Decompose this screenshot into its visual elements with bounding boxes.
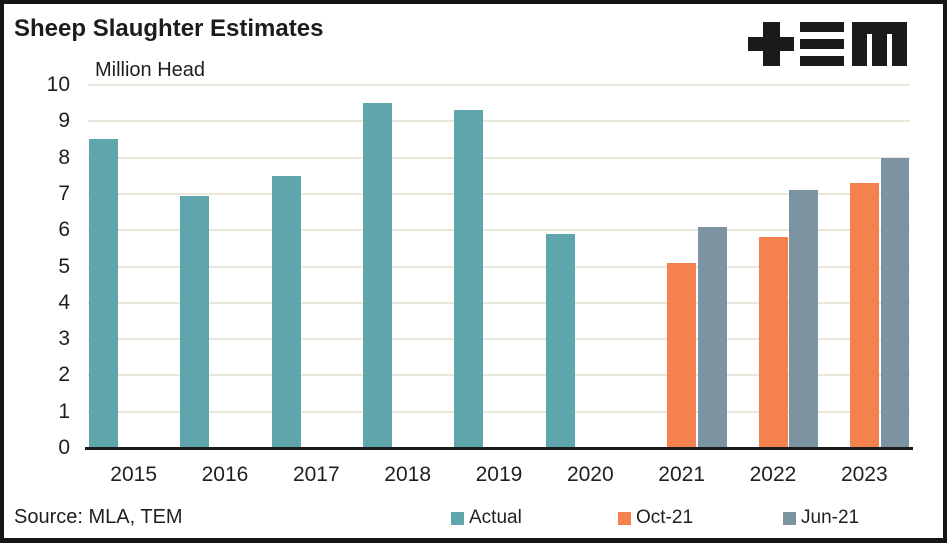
bar-actual-2016 — [180, 195, 210, 448]
gridline-9 — [88, 120, 910, 123]
x-tick-label-2020: 2020 — [566, 463, 614, 486]
bar-oct-21-2022 — [758, 237, 788, 448]
legend-label-oct-21: Oct-21 — [636, 507, 694, 528]
plot-area — [85, 84, 913, 450]
legend-swatch-actual — [451, 511, 464, 525]
x-tick-label-2015: 2015 — [110, 463, 158, 486]
x-tick-label-2022: 2022 — [749, 463, 797, 486]
legend-label-jun-21: Jun-21 — [801, 507, 860, 528]
legend: Actual Oct-21 Jun-21 — [0, 506, 947, 530]
x-axis-line — [85, 447, 913, 450]
y-tick-label-9: 9 — [58, 109, 70, 133]
bar-jun-21-2022 — [789, 190, 819, 448]
gridline-3 — [88, 338, 910, 341]
bar-oct-21-2021 — [667, 262, 697, 448]
y-tick-label-8: 8 — [58, 145, 70, 169]
bar-actual-2015 — [89, 139, 118, 448]
legend-item-actual: Actual — [451, 506, 522, 530]
gridline-6 — [88, 229, 910, 232]
y-axis-units-label: Million Head — [95, 59, 206, 81]
bar-jun-21-2023 — [880, 157, 910, 448]
y-tick-label-1: 1 — [58, 399, 70, 423]
y-tick-label-6: 6 — [58, 218, 70, 242]
y-tick-label-7: 7 — [58, 181, 70, 205]
legend-item-oct-21: Oct-21 — [618, 506, 693, 530]
y-tick-label-2: 2 — [58, 363, 70, 387]
x-tick-label-2016: 2016 — [201, 463, 249, 486]
bar-jun-21-2021 — [697, 226, 727, 448]
gridline-1 — [88, 410, 910, 413]
legend-swatch-jun-21 — [783, 511, 796, 525]
bar-oct-21-2023 — [850, 183, 880, 448]
legend-item-jun-21: Jun-21 — [783, 506, 859, 530]
y-tick-label-4: 4 — [58, 290, 70, 314]
bar-actual-2019 — [454, 110, 484, 448]
bar-actual-2020 — [545, 233, 575, 448]
x-tick-label-2023: 2023 — [840, 463, 888, 486]
gridline-4 — [88, 301, 910, 304]
gridline-8 — [88, 156, 910, 159]
y-tick-label-0: 0 — [58, 436, 70, 459]
x-axis-labels: 2015 2016 2017 2018 2019 2020 2021 2022 2023 — [88, 463, 910, 489]
x-tick-label-2017: 2017 — [292, 463, 340, 486]
gridline-5 — [88, 265, 910, 268]
gridline-2 — [88, 374, 910, 377]
x-tick-label-2018: 2018 — [384, 463, 432, 486]
y-tick-label-3: 3 — [58, 327, 70, 351]
bar-actual-2018 — [363, 103, 392, 448]
source-note: Source: MLA, TEM — [14, 506, 183, 528]
bar-actual-2017 — [271, 175, 301, 448]
y-tick-label-5: 5 — [58, 254, 70, 278]
gridline-7 — [88, 192, 910, 195]
y-axis-labels: 0 1 2 3 4 5 6 7 8 9 10 — [0, 73, 70, 459]
tem-logo — [748, 22, 907, 66]
legend-label-actual: Actual — [469, 507, 522, 528]
y-tick-label-10: 10 — [46, 73, 70, 96]
gridline-10 — [88, 84, 910, 86]
x-tick-label-2019: 2019 — [475, 463, 523, 486]
x-tick-label-2021: 2021 — [658, 463, 706, 486]
legend-swatch-oct-21 — [618, 511, 631, 525]
chart-title: Sheep Slaughter Estimates — [14, 15, 324, 42]
